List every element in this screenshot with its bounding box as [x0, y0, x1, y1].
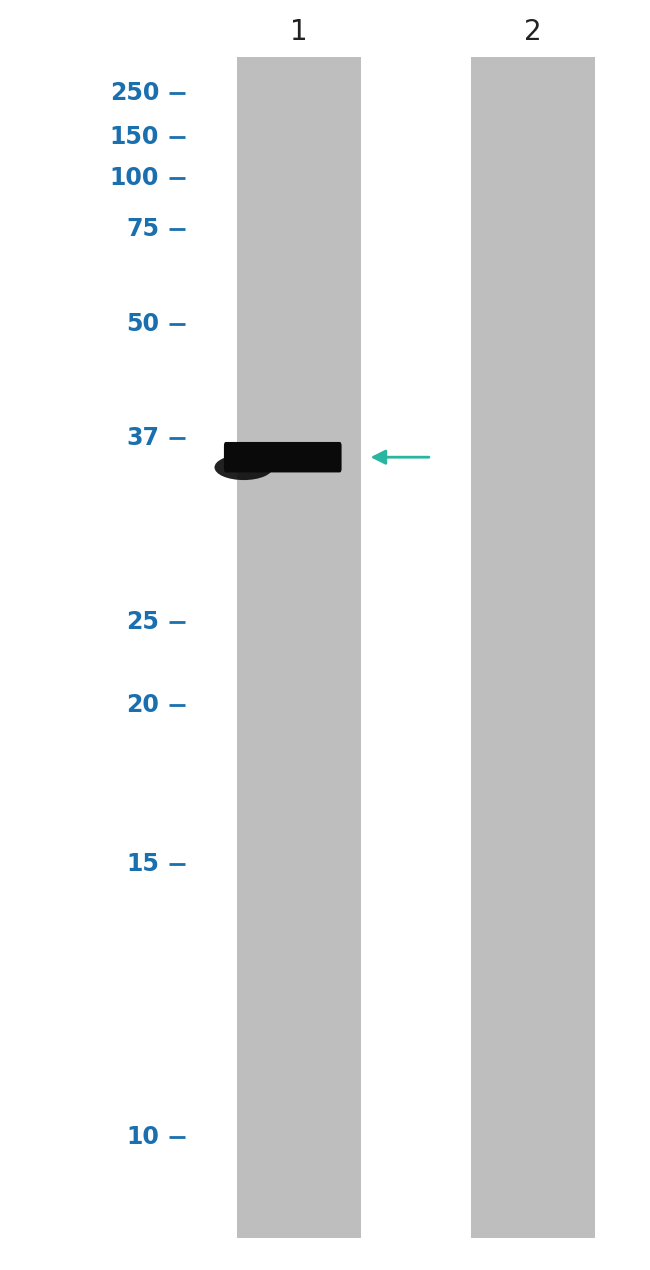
Text: 10: 10	[126, 1125, 159, 1148]
Text: 50: 50	[126, 312, 159, 335]
Text: 1: 1	[290, 18, 308, 46]
Bar	[471, 57, 595, 1238]
Text: 75: 75	[126, 217, 159, 240]
Text: 2: 2	[524, 18, 542, 46]
Ellipse shape	[214, 455, 273, 480]
Text: 150: 150	[110, 126, 159, 149]
Text: 100: 100	[110, 166, 159, 189]
Bar	[237, 57, 361, 1238]
Text: 37: 37	[126, 427, 159, 450]
Text: 250: 250	[110, 81, 159, 104]
Text: 15: 15	[126, 852, 159, 875]
Text: 20: 20	[126, 693, 159, 716]
Text: 25: 25	[126, 611, 159, 634]
FancyBboxPatch shape	[224, 442, 342, 472]
